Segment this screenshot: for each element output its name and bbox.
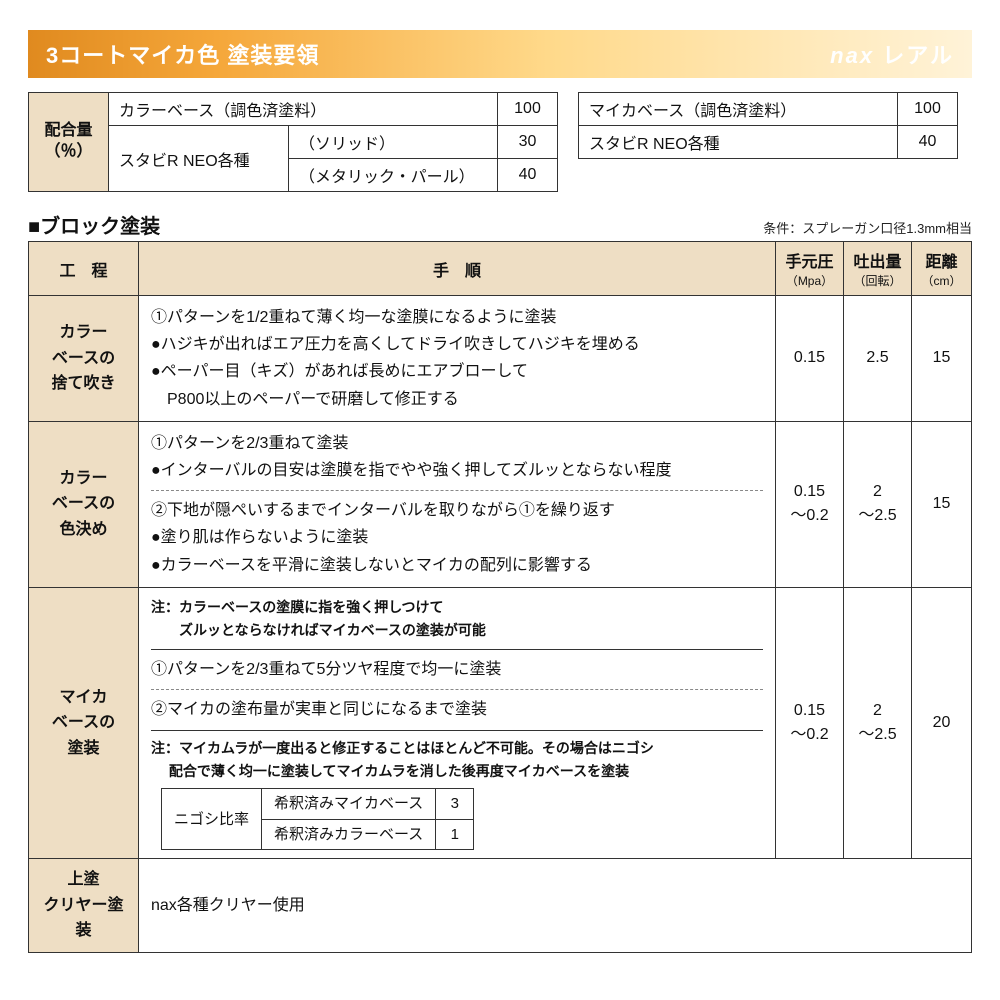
row1-bullet1: ●ハジキが出ればエア圧力を高くしてドライ吹きしてハジキを埋める <box>151 331 763 358</box>
inner-ratio-table: ニゴシ比率 希釈済みマイカベース 3 希釈済みカラーベース 1 <box>161 788 474 850</box>
mix-left-r1-val: 100 <box>498 93 558 126</box>
row1-dist: 15 <box>912 296 972 422</box>
mix-table-right: マイカベース（調色済塗料） 100 スタビR NEO各種 40 <box>578 92 958 159</box>
row3-step1: ①パターンを2/3重ねて5分ツヤ程度で均一に塗装 <box>151 656 763 683</box>
mix-right-r1-val: 100 <box>898 93 958 126</box>
brand-jp: レアル <box>882 43 954 68</box>
row3-step2: ②マイカの塗布量が実車と同じになるまで塗装 <box>151 696 763 723</box>
mix-left-r2a-sub: （ソリッド） <box>289 126 498 159</box>
row1-step1: ①パターンを1/2重ねて薄く均一な塗膜になるように塗装 <box>151 304 763 331</box>
inner-r1-val: 3 <box>436 789 474 820</box>
header-brand: nax レアル <box>830 38 954 70</box>
mix-right-r1-label: マイカベース（調色済塗料） <box>579 93 898 126</box>
row2-bullet3: ●カラーベースを平滑に塗装しないとマイカの配列に影響する <box>151 552 763 579</box>
main-procedure-table: 工 程 手 順 手元圧（Mpa） 吐出量（回転） 距離（cm） カラー ベースの… <box>28 241 972 953</box>
row2-steps: ①パターンを2/3重ねて塗装 ●インターバルの目安は塗膜を指でやや強く押してズル… <box>139 421 776 587</box>
mix-right-r2-label: スタビR NEO各種 <box>579 126 898 159</box>
row1-bullet2: ●ペーパー目（キズ）があれば長めにエアブローして <box>151 358 763 385</box>
divider-dash <box>151 490 763 491</box>
row2-dist: 15 <box>912 421 972 587</box>
row1-pressure: 0.15 <box>776 296 844 422</box>
row1-head: カラー ベースの 捨て吹き <box>29 296 139 422</box>
row3-note1b: ズルッとならなければマイカベースの塗装が可能 <box>151 619 763 643</box>
divider-solid <box>151 649 763 650</box>
row1-flow: 2.5 <box>844 296 912 422</box>
mix-right-r2-val: 40 <box>898 126 958 159</box>
table-row: 上塗 クリヤー塗装 nax各種クリヤー使用 <box>29 859 972 953</box>
header-title: 3コートマイカ色 塗装要領 <box>46 38 319 70</box>
section-note: 条件：スプレーガン口径1.3mm相当 <box>763 218 972 237</box>
table-row: カラー ベースの 色決め ①パターンを2/3重ねて塗装 ●インターバルの目安は塗… <box>29 421 972 587</box>
section-header-row: ■ブロック塗装 条件：スプレーガン口径1.3mm相当 <box>28 210 972 241</box>
mix-tables-row: 配合量 （％） カラーベース（調色済塗料） 100 スタビR NEO各種 （ソリ… <box>28 92 972 192</box>
row3-dist: 20 <box>912 587 972 859</box>
th-dist: 距離（cm） <box>912 242 972 296</box>
page-header: 3コートマイカ色 塗装要領 nax レアル <box>28 30 972 78</box>
th-flow: 吐出量（回転） <box>844 242 912 296</box>
th-pressure: 手元圧（Mpa） <box>776 242 844 296</box>
row4-head: 上塗 クリヤー塗装 <box>29 859 139 953</box>
row3-note1a: 注：カラーベースの塗膜に指を強く押しつけて <box>151 596 763 620</box>
row2-bullet2: ●塗り肌は作らないように塗装 <box>151 524 763 551</box>
row1-steps: ①パターンを1/2重ねて薄く均一な塗膜になるように塗装 ●ハジキが出ればエア圧力… <box>139 296 776 422</box>
row2-step1: ①パターンを2/3重ねて塗装 <box>151 430 763 457</box>
row4-text: nax各種クリヤー使用 <box>139 859 972 953</box>
row3-flow: 2 〜2.5 <box>844 587 912 859</box>
brand-en: nax <box>830 43 874 68</box>
row2-flow: 2 〜2.5 <box>844 421 912 587</box>
table-row: マイカ ベースの 塗装 注：カラーベースの塗膜に指を強く押しつけて ズルッとなら… <box>29 587 972 859</box>
row2-head: カラー ベースの 色決め <box>29 421 139 587</box>
row2-bullet1: ●インターバルの目安は塗膜を指でやや強く押してズルッとならない程度 <box>151 457 763 484</box>
inner-r2-val: 1 <box>436 819 474 850</box>
inner-table-wrap: ニゴシ比率 希釈済みマイカベース 3 希釈済みカラーベース 1 <box>151 784 763 850</box>
th-steps: 手 順 <box>139 242 776 296</box>
mix-table-left: 配合量 （％） カラーベース（調色済塗料） 100 スタビR NEO各種 （ソリ… <box>28 92 558 192</box>
table-row: カラー ベースの 捨て吹き ①パターンを1/2重ねて薄く均一な塗膜になるように塗… <box>29 296 972 422</box>
divider-dash <box>151 689 763 690</box>
row3-note2: 注：マイカムラが一度出ると修正することはほとんど不可能。その場合はニゴシ <box>151 737 763 761</box>
row3-note2b: 配合で薄く均一に塗装してマイカムラを消した後再度マイカベースを塗装 <box>151 760 763 784</box>
row1-bullet2b: P800以上のペーパーで研磨して修正する <box>151 386 763 413</box>
mix-left-head: 配合量 （％） <box>29 93 109 192</box>
row2-step2: ②下地が隠ぺいするまでインターバルを取りながら①を繰り返す <box>151 497 763 524</box>
inner-r2-label: 希釈済みカラーベース <box>262 819 436 850</box>
mix-left-r2b-sub: （メタリック・パール） <box>289 159 498 192</box>
mix-left-r2b-val: 40 <box>498 159 558 192</box>
divider-solid <box>151 730 763 731</box>
mix-left-r1-label: カラーベース（調色済塗料） <box>109 93 498 126</box>
table-header-row: 工 程 手 順 手元圧（Mpa） 吐出量（回転） 距離（cm） <box>29 242 972 296</box>
mix-left-r2-label: スタビR NEO各種 <box>109 126 289 192</box>
row3-steps: 注：カラーベースの塗膜に指を強く押しつけて ズルッとならなければマイカベースの塗… <box>139 587 776 859</box>
inner-head: ニゴシ比率 <box>162 789 262 850</box>
section-title: ■ブロック塗装 <box>28 210 160 239</box>
mix-left-r2a-val: 30 <box>498 126 558 159</box>
row2-pressure: 0.15 〜0.2 <box>776 421 844 587</box>
row3-pressure: 0.15 〜0.2 <box>776 587 844 859</box>
th-process: 工 程 <box>29 242 139 296</box>
inner-r1-label: 希釈済みマイカベース <box>262 789 436 820</box>
row3-head: マイカ ベースの 塗装 <box>29 587 139 859</box>
